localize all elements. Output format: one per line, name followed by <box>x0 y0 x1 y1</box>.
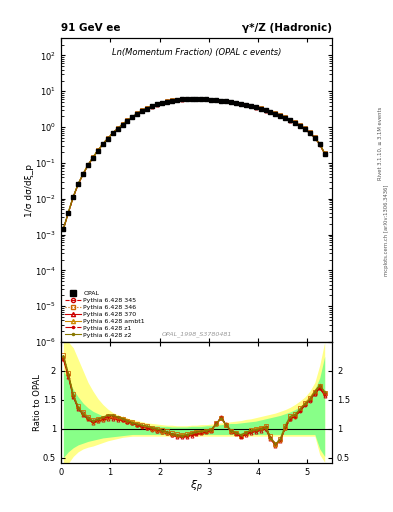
Y-axis label: Ratio to OPAL: Ratio to OPAL <box>33 374 42 431</box>
Text: Ln(Momentum Fraction) (OPAL c events): Ln(Momentum Fraction) (OPAL c events) <box>112 48 281 56</box>
Text: 91 GeV ee: 91 GeV ee <box>61 23 120 33</box>
Text: Rivet 3.1.10, ≥ 3.1M events: Rivet 3.1.10, ≥ 3.1M events <box>378 106 383 180</box>
X-axis label: $\xi_p$: $\xi_p$ <box>190 479 203 495</box>
Text: mcplots.cern.ch [arXiv:1306.3436]: mcplots.cern.ch [arXiv:1306.3436] <box>384 185 389 276</box>
Y-axis label: 1/σ dσ/dξ_p: 1/σ dσ/dξ_p <box>25 164 33 217</box>
Legend: OPAL, Pythia 6.428 345, Pythia 6.428 346, Pythia 6.428 370, Pythia 6.428 ambt1, : OPAL, Pythia 6.428 345, Pythia 6.428 346… <box>64 289 146 339</box>
Text: γ*/Z (Hadronic): γ*/Z (Hadronic) <box>242 23 332 33</box>
Text: OPAL_1998_S3780481: OPAL_1998_S3780481 <box>161 332 232 337</box>
